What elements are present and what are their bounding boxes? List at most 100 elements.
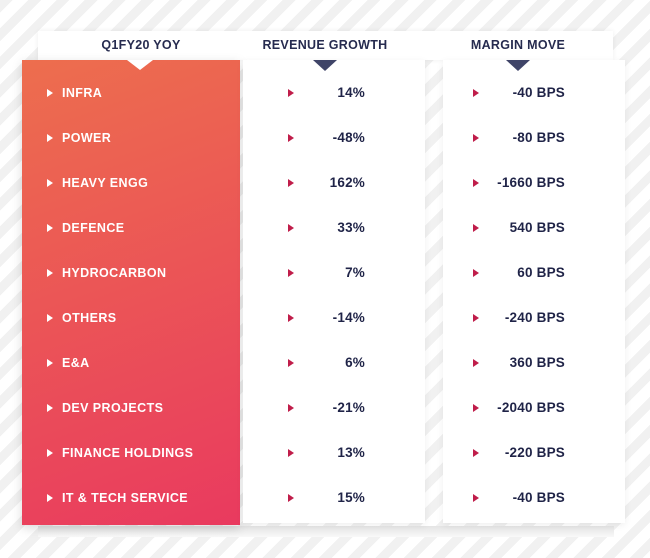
revenue-growth-value: 13% bbox=[337, 445, 365, 460]
segment-label: FINANCE HOLDINGS bbox=[62, 445, 194, 460]
margin-move-row: -2040 BPS bbox=[443, 385, 625, 430]
margin-move-value: -80 BPS bbox=[512, 130, 565, 145]
margin-move-value: -2040 BPS bbox=[497, 400, 565, 415]
revenue-growth-row: -14% bbox=[243, 295, 425, 340]
right-arrow-icon bbox=[47, 493, 53, 502]
segment-row: DEFENCE bbox=[22, 205, 240, 250]
right-arrow-icon bbox=[288, 493, 294, 502]
column-header-revenue-growth: REVENUE GROWTH bbox=[262, 38, 388, 52]
header-strip bbox=[38, 31, 613, 60]
segment-row: OTHERS bbox=[22, 295, 240, 340]
revenue-growth-row: 7% bbox=[243, 250, 425, 295]
margin-move-row: 60 BPS bbox=[443, 250, 625, 295]
segment-row: E&A bbox=[22, 340, 240, 385]
right-arrow-icon bbox=[473, 493, 479, 502]
revenue-growth-row: 33% bbox=[243, 205, 425, 250]
revenue-growth-value: 162% bbox=[329, 175, 365, 190]
margin-move-value: 540 BPS bbox=[509, 220, 565, 235]
margin-move-row: -40 BPS bbox=[443, 70, 625, 115]
margin-move-value: 60 BPS bbox=[517, 265, 565, 280]
revenue-growth-column-card: 14% -48% 162% 33% 7% -14% 6% -21% bbox=[243, 60, 425, 523]
margin-move-row: -40 BPS bbox=[443, 475, 625, 520]
revenue-growth-value: -21% bbox=[332, 400, 365, 415]
right-arrow-icon bbox=[473, 88, 479, 97]
segment-label: E&A bbox=[62, 355, 90, 370]
margin-move-row: -240 BPS bbox=[443, 295, 625, 340]
right-arrow-icon bbox=[288, 358, 294, 367]
segment-row: INFRA bbox=[22, 70, 240, 115]
revenue-growth-value: -14% bbox=[332, 310, 365, 325]
margin-move-row: 360 BPS bbox=[443, 340, 625, 385]
margin-move-row: -80 BPS bbox=[443, 115, 625, 160]
segment-row: FINANCE HOLDINGS bbox=[22, 430, 240, 475]
right-arrow-icon bbox=[47, 268, 53, 277]
segment-row: HEAVY ENGG bbox=[22, 160, 240, 205]
down-triangle-icon bbox=[506, 60, 530, 71]
margin-move-value: -220 BPS bbox=[504, 445, 565, 460]
segment-label: POWER bbox=[62, 130, 112, 145]
down-triangle-icon bbox=[313, 60, 337, 71]
margin-move-row: -220 BPS bbox=[443, 430, 625, 475]
right-arrow-icon bbox=[288, 178, 294, 187]
right-arrow-icon bbox=[473, 313, 479, 322]
down-triangle-icon bbox=[127, 60, 153, 70]
revenue-rows: 14% -48% 162% 33% 7% -14% 6% -21% bbox=[243, 70, 425, 520]
segment-row: DEV PROJECTS bbox=[22, 385, 240, 430]
segment-row: HYDROCARBON bbox=[22, 250, 240, 295]
right-arrow-icon bbox=[473, 268, 479, 277]
revenue-growth-value: -48% bbox=[332, 130, 365, 145]
right-arrow-icon bbox=[473, 223, 479, 232]
margin-move-value: -40 BPS bbox=[512, 490, 565, 505]
margin-move-row: 540 BPS bbox=[443, 205, 625, 250]
segment-label: OTHERS bbox=[62, 310, 117, 325]
right-arrow-icon bbox=[47, 178, 53, 187]
footer-shadow-strip bbox=[38, 526, 614, 537]
segment-column-card: INFRA POWER HEAVY ENGG DEFENCE HYDROCARB… bbox=[22, 60, 240, 525]
margin-move-value: -40 BPS bbox=[512, 85, 565, 100]
revenue-growth-row: 14% bbox=[243, 70, 425, 115]
margin-move-value: 360 BPS bbox=[509, 355, 565, 370]
margin-rows: -40 BPS -80 BPS -1660 BPS 540 BPS 60 BPS… bbox=[443, 70, 625, 520]
revenue-growth-row: 6% bbox=[243, 340, 425, 385]
revenue-growth-row: 13% bbox=[243, 430, 425, 475]
margin-move-row: -1660 BPS bbox=[443, 160, 625, 205]
right-arrow-icon bbox=[473, 133, 479, 142]
right-arrow-icon bbox=[288, 313, 294, 322]
segment-rows: INFRA POWER HEAVY ENGG DEFENCE HYDROCARB… bbox=[22, 70, 240, 520]
right-arrow-icon bbox=[47, 88, 53, 97]
right-arrow-icon bbox=[47, 358, 53, 367]
revenue-growth-row: 15% bbox=[243, 475, 425, 520]
segment-row: POWER bbox=[22, 115, 240, 160]
revenue-growth-row: 162% bbox=[243, 160, 425, 205]
segment-label: DEFENCE bbox=[62, 220, 125, 235]
margin-move-value: -240 BPS bbox=[504, 310, 565, 325]
revenue-growth-value: 7% bbox=[345, 265, 365, 280]
right-arrow-icon bbox=[47, 133, 53, 142]
right-arrow-icon bbox=[47, 448, 53, 457]
revenue-growth-row: -21% bbox=[243, 385, 425, 430]
right-arrow-icon bbox=[47, 223, 53, 232]
revenue-growth-value: 14% bbox=[337, 85, 365, 100]
segment-label: INFRA bbox=[62, 85, 103, 100]
right-arrow-icon bbox=[47, 403, 53, 412]
right-arrow-icon bbox=[288, 448, 294, 457]
segment-label: DEV PROJECTS bbox=[62, 400, 164, 415]
column-header-segment: Q1FY20 YOY bbox=[101, 38, 181, 52]
right-arrow-icon bbox=[288, 403, 294, 412]
right-arrow-icon bbox=[473, 448, 479, 457]
revenue-growth-row: -48% bbox=[243, 115, 425, 160]
right-arrow-icon bbox=[288, 223, 294, 232]
segment-label: HYDROCARBON bbox=[62, 265, 167, 280]
segment-row: IT & TECH SERVICE bbox=[22, 475, 240, 520]
segment-label: HEAVY ENGG bbox=[62, 175, 149, 190]
segment-label: IT & TECH SERVICE bbox=[62, 490, 189, 505]
revenue-growth-value: 33% bbox=[337, 220, 365, 235]
column-header-margin-move: MARGIN MOVE bbox=[470, 38, 566, 52]
right-arrow-icon bbox=[473, 358, 479, 367]
right-arrow-icon bbox=[473, 178, 479, 187]
right-arrow-icon bbox=[288, 88, 294, 97]
margin-move-column-card: -40 BPS -80 BPS -1660 BPS 540 BPS 60 BPS… bbox=[443, 60, 625, 523]
right-arrow-icon bbox=[473, 403, 479, 412]
right-arrow-icon bbox=[47, 313, 53, 322]
revenue-growth-value: 6% bbox=[345, 355, 365, 370]
